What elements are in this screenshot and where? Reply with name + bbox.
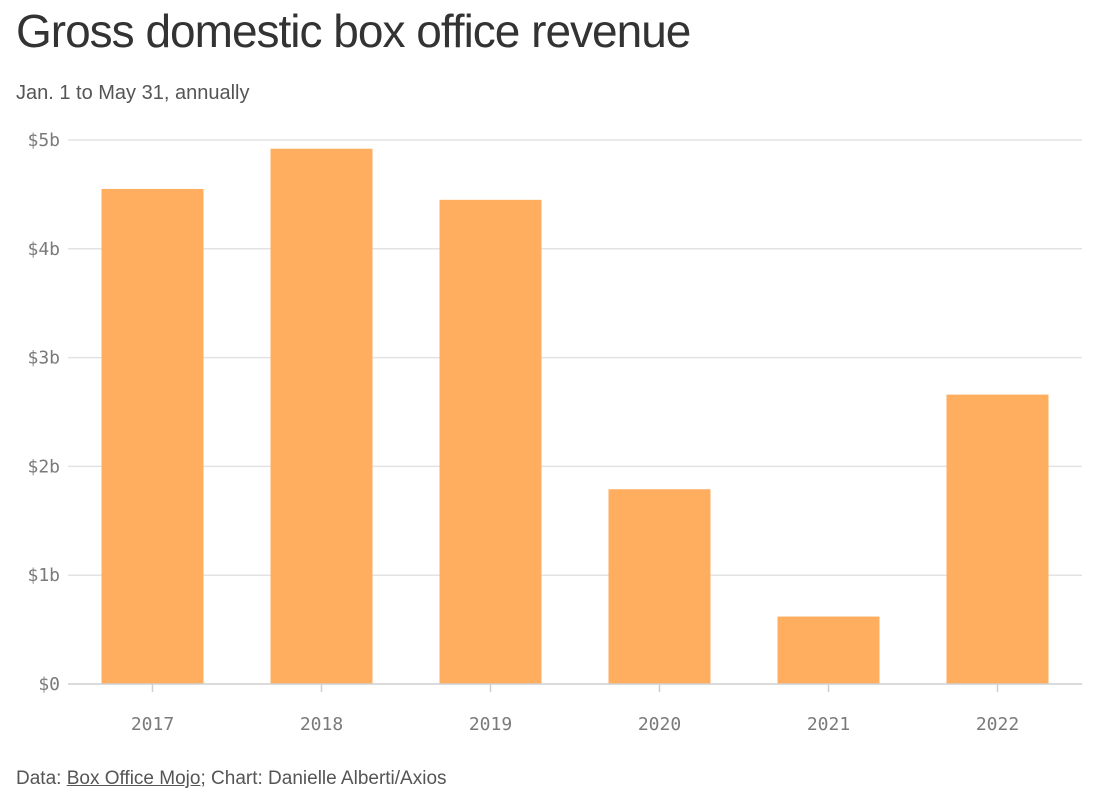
bar-2017	[101, 188, 204, 684]
y-tick-label: $3b	[27, 348, 60, 369]
gridlines	[68, 139, 1082, 576]
chart-title: Gross domestic box office revenue	[16, 5, 691, 57]
x-tick-label: 2018	[300, 714, 343, 735]
y-tick-label: $1b	[27, 565, 60, 586]
chart-footer: Data: Box Office Mojo; Chart: Danielle A…	[16, 768, 447, 790]
x-tick-label: 2019	[469, 714, 512, 735]
bar-2020	[608, 489, 711, 684]
bar-2019	[439, 199, 542, 684]
chart-subtitle: Jan. 1 to May 31, annually	[16, 82, 250, 104]
x-tick-label: 2020	[638, 714, 681, 735]
data-prefix: Data:	[16, 768, 67, 789]
x-tick-label: 2022	[976, 714, 1019, 735]
chart-credit: ; Chart: Danielle Alberti/Axios	[200, 768, 447, 789]
bar-2018	[270, 148, 373, 685]
source-link[interactable]: Box Office Mojo	[66, 768, 201, 789]
bar-2021	[777, 616, 880, 684]
bar-2022	[946, 394, 1049, 684]
x-tick-label: 2017	[131, 714, 174, 735]
x-tick-label: 2021	[807, 714, 850, 735]
y-tick-label: $4b	[27, 239, 60, 260]
bars	[101, 148, 1049, 685]
y-axis-labels: $0 $1b $2b $3b $4b $5b	[27, 130, 60, 695]
x-axis: 2017 2018 2019 2020 2021 2022	[68, 683, 1082, 735]
y-tick-label: $0	[38, 674, 60, 695]
bar-chart: 2017 2018 2019 2020 2021 2022 $0$1b$2b$3b$4b$…	[27, 130, 1082, 735]
y-tick-label: $5b	[27, 130, 60, 151]
y-tick-label: $2b	[27, 456, 60, 477]
